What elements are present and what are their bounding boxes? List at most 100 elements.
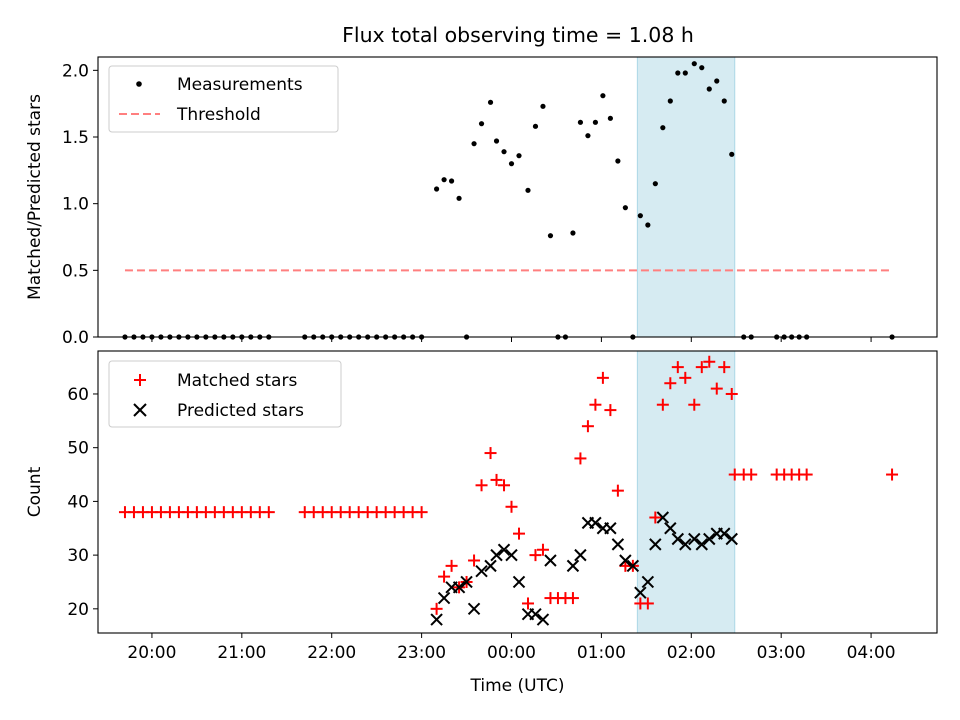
y-tick-label: 2.0	[62, 61, 89, 81]
top-data-layer	[122, 61, 895, 340]
matched-star-point	[521, 597, 534, 610]
predicted-star-point	[529, 607, 542, 621]
matched-star-point	[415, 506, 428, 519]
predicted-star-point	[688, 532, 701, 546]
matched-star-point	[604, 404, 617, 417]
predicted-star-point	[649, 538, 662, 551]
matched-star-point	[490, 473, 503, 486]
matched-star-point	[688, 398, 701, 411]
matched-star-point	[703, 355, 716, 368]
measurement-point	[721, 98, 727, 104]
measurement-point	[570, 230, 576, 236]
bottom-highlight-span	[636, 350, 736, 634]
matched-star-point	[656, 398, 669, 411]
legend-predicted-label: Predicted stars	[177, 401, 304, 421]
y-tick-label: 1.5	[62, 128, 89, 148]
matched-star-point	[695, 361, 708, 374]
y-tick-label: 60	[67, 385, 89, 405]
y-tick-label: 0.5	[62, 261, 89, 281]
measurement-point	[532, 123, 539, 129]
predicted-star-point	[679, 538, 692, 551]
y-tick-label: 1.0	[62, 195, 89, 215]
matched-star-point	[611, 484, 624, 497]
predicted-star-point	[484, 559, 497, 573]
measurement-point	[667, 98, 673, 104]
x-tick-label: 23:00	[397, 643, 446, 663]
predicted-star-point	[497, 543, 511, 556]
measurement-point	[615, 158, 621, 164]
bottom-data-layer	[118, 355, 899, 626]
matched-star-point	[574, 452, 587, 465]
matched-star-point	[664, 377, 677, 390]
top-y-axis-label: Matched/Predicted stars	[25, 94, 45, 300]
matched-star-point	[671, 361, 684, 374]
matched-star-point	[886, 468, 899, 481]
predicted-star-point	[718, 527, 731, 540]
measurement-point	[501, 149, 507, 155]
measurement-point	[448, 178, 455, 184]
measurement-point	[652, 181, 658, 187]
matched-star-point	[800, 468, 813, 481]
matched-star-point	[649, 511, 662, 524]
measurement-point	[493, 138, 500, 144]
top-highlight-span	[636, 56, 736, 338]
y-tick-label: 20	[67, 600, 89, 620]
predicted-star-point	[512, 575, 526, 589]
legend-threshold-label: Threshold	[176, 105, 261, 125]
legend-matched-marker	[134, 374, 146, 386]
measurement-point	[675, 70, 681, 76]
matched-star-point	[710, 382, 723, 395]
bottom-y-axis: 20 30 40 50 60	[67, 385, 98, 620]
predicted-star-point	[574, 548, 587, 562]
bottom-axes-frame	[97, 350, 938, 634]
predicted-star-point	[536, 613, 550, 626]
matched-star-point	[529, 549, 542, 562]
measurement-point	[547, 233, 554, 239]
measurement-point	[645, 222, 651, 228]
matched-star-point	[596, 371, 609, 384]
x-tick-label: 21:00	[217, 643, 266, 663]
matched-star-point	[438, 570, 451, 583]
predicted-star-point	[641, 575, 655, 589]
measurement-point	[622, 205, 628, 211]
measurement-point	[508, 161, 515, 167]
top-plot-panel: 0.00.51.01.52.0 Matched/Predicted stars …	[25, 56, 938, 348]
measurement-point	[540, 103, 546, 109]
matched-star-point	[484, 447, 497, 460]
legend-matched-label: Matched stars	[177, 371, 297, 391]
measurement-point	[607, 115, 613, 121]
measurement-point	[478, 121, 485, 127]
predicted-star-point	[505, 548, 518, 562]
x-tick-label: 22:00	[307, 643, 356, 663]
predicted-star-point	[589, 516, 602, 530]
bottom-plot-panel: 20 30 40 50 60 20:00 21:00 22:00 23:00 00:00 01:0…	[25, 350, 938, 696]
bottom-y-axis-label: Count	[25, 466, 45, 517]
matched-star-point	[679, 371, 692, 384]
measurement-point	[691, 61, 697, 67]
matched-star-point	[262, 506, 275, 519]
matched-star-point	[745, 468, 758, 481]
matched-star-point	[718, 361, 731, 374]
top-axes-frame	[97, 56, 938, 338]
predicted-star-point	[475, 565, 488, 578]
predicted-star-point	[566, 559, 580, 573]
measurement-point	[706, 86, 712, 92]
measurement-point	[682, 70, 688, 76]
predicted-star-point	[460, 575, 473, 589]
y-tick-label: 50	[67, 439, 89, 459]
matched-star-point	[566, 592, 579, 605]
measurement-point	[471, 141, 477, 147]
measurement-point	[699, 65, 705, 71]
measurement-point	[660, 125, 666, 131]
bottom-legend: Matched stars Predicted stars	[108, 360, 342, 428]
predicted-star-point	[671, 532, 685, 546]
top-y-axis: 0.0 0.5 1.0 1.5 2.0	[62, 61, 98, 348]
matched-star-point	[512, 527, 525, 540]
matched-star-point	[498, 479, 511, 492]
matched-star-point	[445, 559, 458, 572]
top-legend-box	[108, 65, 339, 133]
legend-measurements-label: Measurements	[177, 75, 303, 95]
predicted-star-point	[619, 554, 632, 567]
x-axis-label: Time (UTC)	[470, 676, 565, 696]
